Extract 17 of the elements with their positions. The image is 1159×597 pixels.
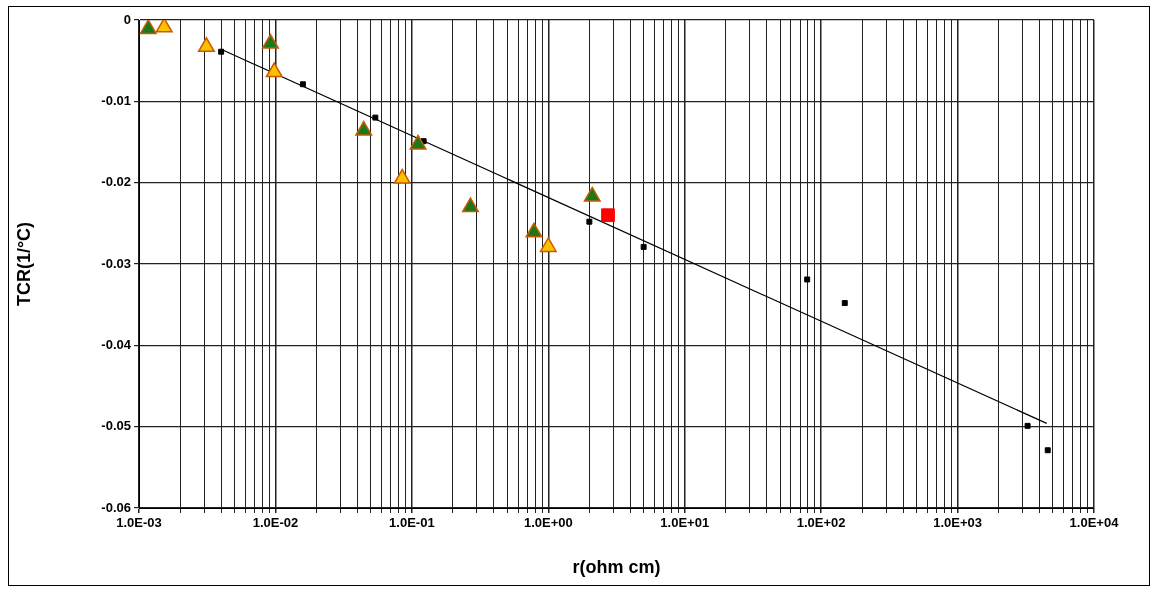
y-tick-label: -0.02 <box>101 174 131 190</box>
x-tick-label: 1.0E-02 <box>252 515 299 531</box>
x-tick-label: 1.0E+00 <box>523 515 573 531</box>
y-axis-title: TCR(1/°C) <box>13 221 34 307</box>
x-tick-label: 1.0E+01 <box>660 515 710 531</box>
y-tick-label: -0.06 <box>101 499 131 515</box>
y-tick-label: -0.05 <box>101 418 131 434</box>
x-tick-label: 1.0E-01 <box>389 515 435 531</box>
x-tick-label: 1.0E+03 <box>933 515 982 531</box>
x-tick-label: 1.0E+02 <box>796 515 846 531</box>
y-tick-label: -0.03 <box>101 255 131 271</box>
y-tick-label: 0 <box>123 11 131 27</box>
x-tick-label: 1.0E-03 <box>116 515 162 531</box>
x-axis-title: r(ohm cm) <box>572 557 661 578</box>
x-tick-label: 1.0E+04 <box>1069 515 1120 531</box>
y-tick-label: -0.01 <box>101 92 131 108</box>
y-tick-label: -0.04 <box>101 336 132 352</box>
